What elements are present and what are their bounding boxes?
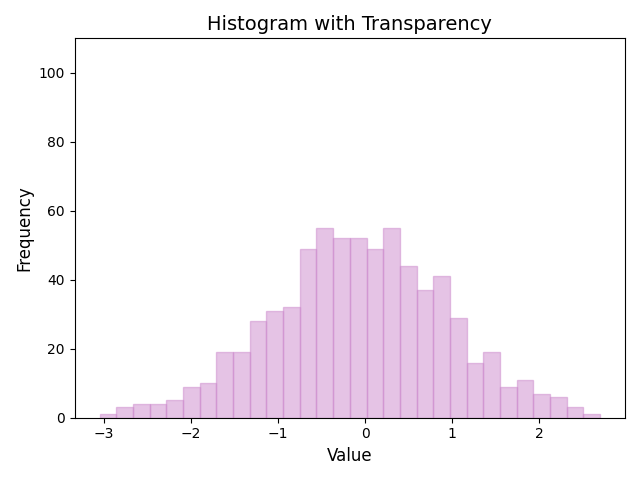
Bar [266, 311, 283, 418]
Bar [367, 249, 383, 418]
Bar [333, 239, 350, 418]
Bar [150, 404, 166, 418]
Bar [500, 387, 516, 418]
Bar [566, 408, 583, 418]
Bar [467, 362, 483, 418]
Bar [417, 290, 433, 418]
Bar [250, 321, 266, 418]
Bar [116, 408, 133, 418]
Bar [316, 228, 333, 418]
Bar [200, 383, 216, 418]
Bar [433, 276, 450, 418]
Bar [183, 387, 200, 418]
Bar [100, 414, 116, 418]
Bar [533, 394, 550, 418]
Bar [350, 239, 367, 418]
Bar [300, 249, 316, 418]
Bar [450, 318, 467, 418]
Bar [133, 404, 150, 418]
X-axis label: Value: Value [327, 447, 372, 465]
Bar [233, 352, 250, 418]
Bar [283, 307, 300, 418]
Bar [550, 397, 566, 418]
Y-axis label: Frequency: Frequency [15, 185, 33, 271]
Bar [400, 266, 417, 418]
Title: Histogram with Transparency: Histogram with Transparency [207, 15, 492, 34]
Bar [216, 352, 233, 418]
Bar [583, 414, 600, 418]
Bar [166, 400, 183, 418]
Bar [516, 380, 533, 418]
Bar [483, 352, 500, 418]
Bar [383, 228, 400, 418]
